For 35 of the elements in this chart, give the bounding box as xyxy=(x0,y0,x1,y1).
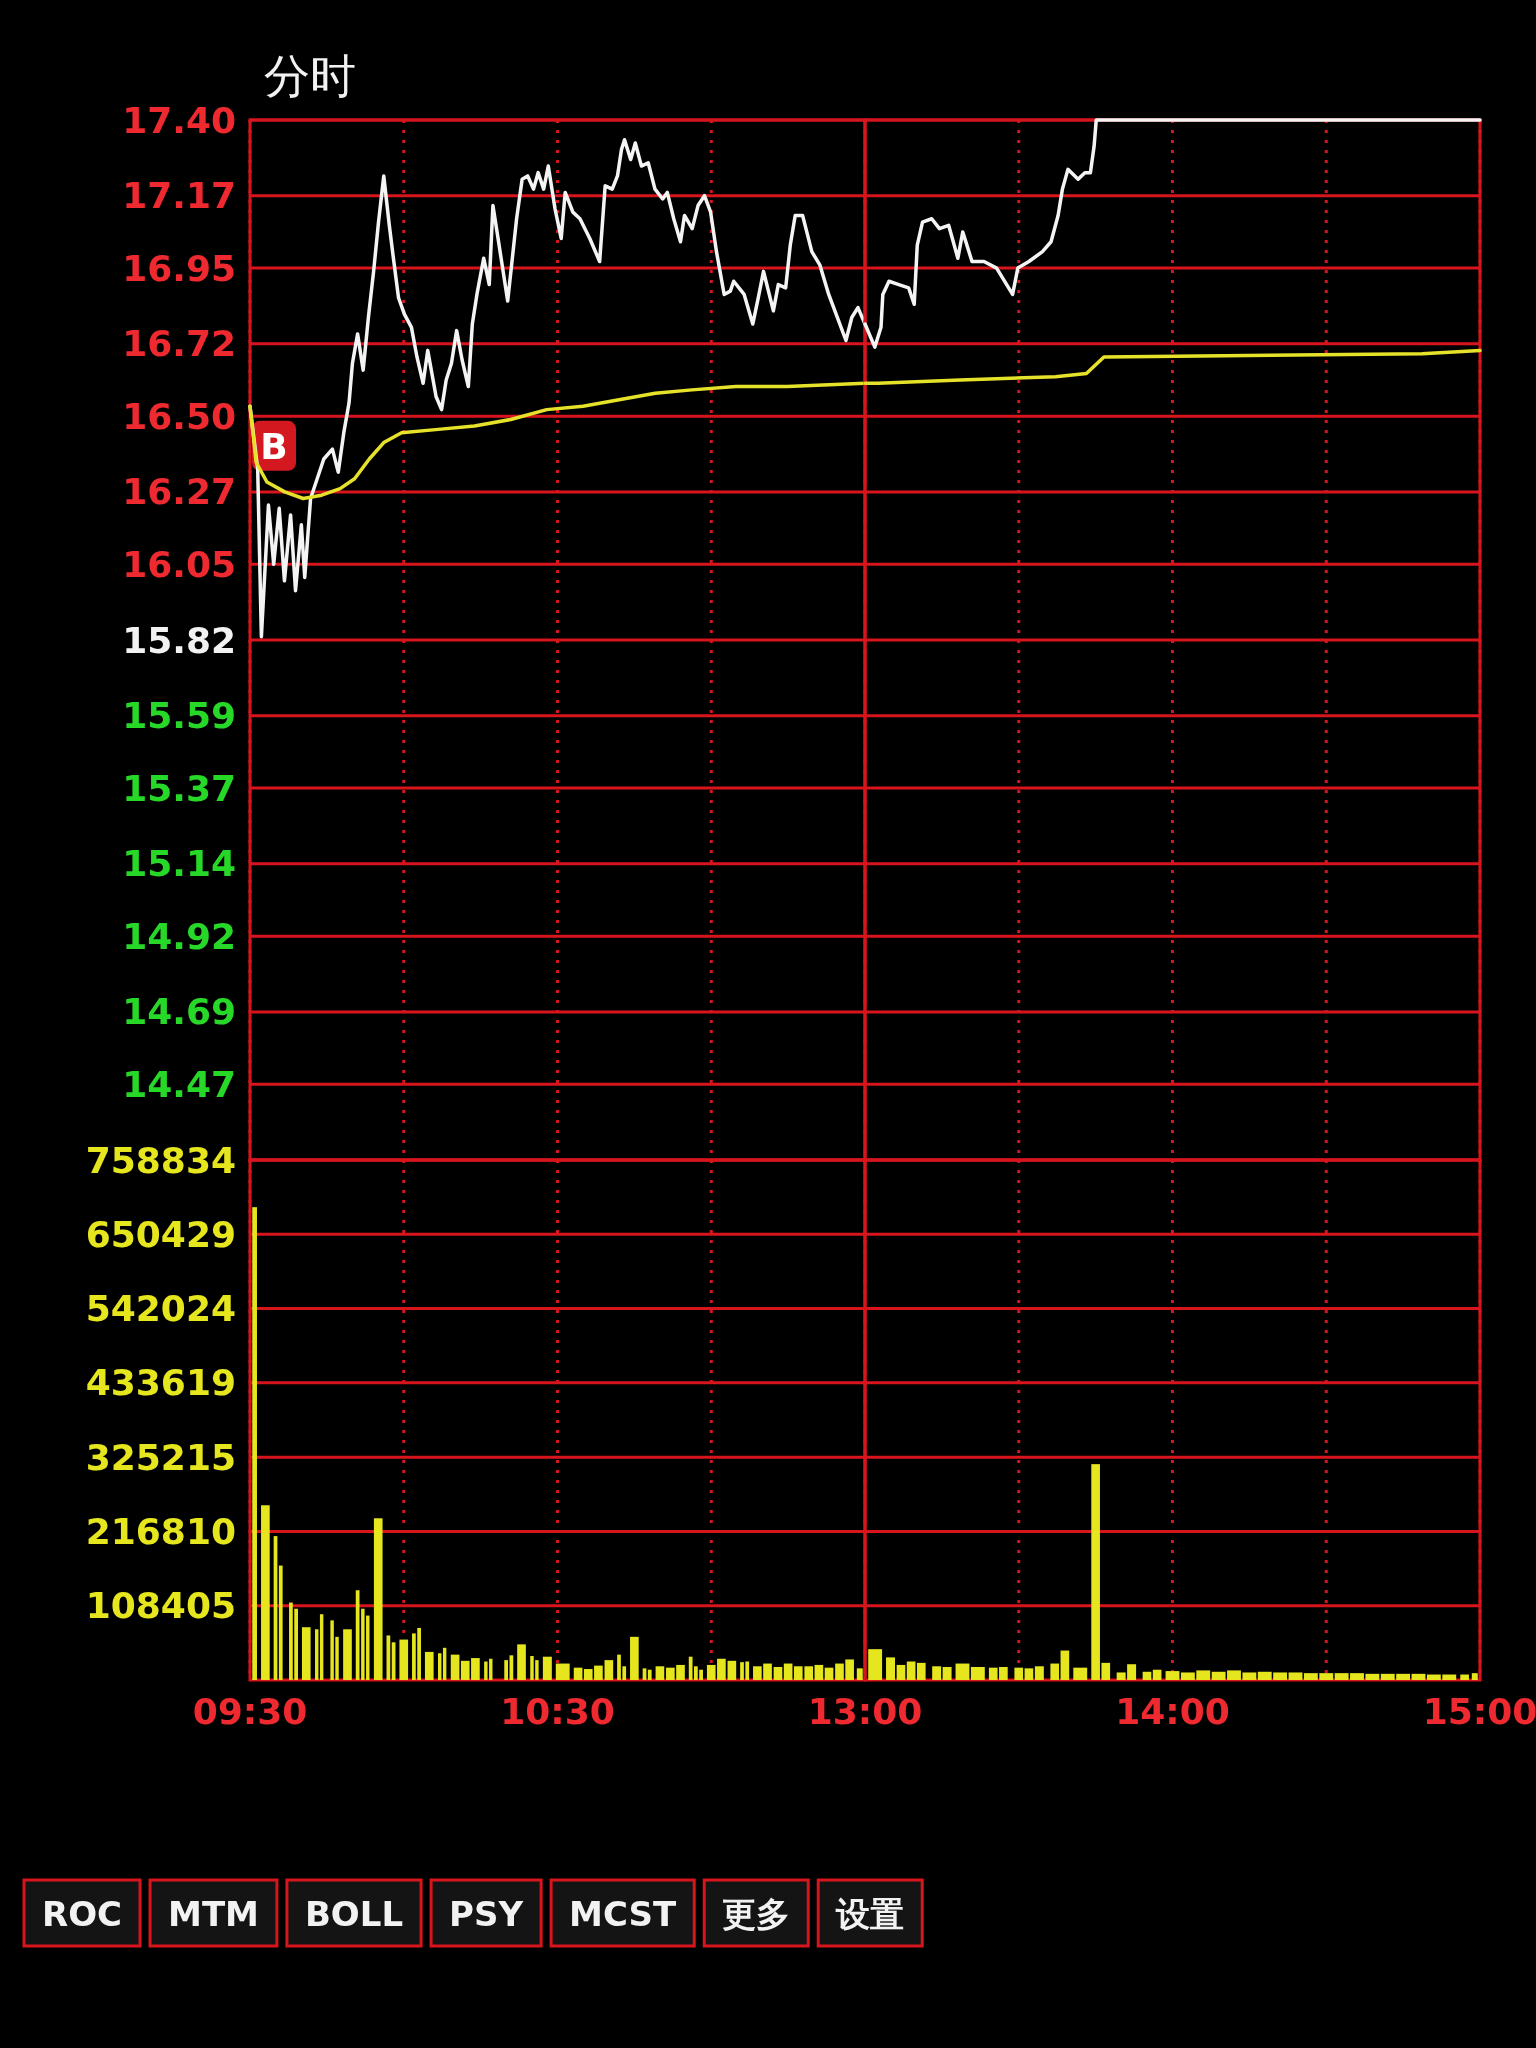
y-tick-label: 216810 xyxy=(85,1510,236,1552)
y-tick-label: 433619 xyxy=(85,1362,236,1404)
text: MCST xyxy=(569,1894,678,1934)
y-tick-label: 16.05 xyxy=(122,543,236,585)
x-tick-label: 15:00 xyxy=(1422,1691,1536,1732)
chart-title: 分时 xyxy=(264,49,356,103)
text: 设置 xyxy=(835,1894,905,1934)
y-tick-label: 15.14 xyxy=(122,843,236,885)
y-tick-label: 650429 xyxy=(85,1213,236,1255)
y-tick-label: 16.95 xyxy=(122,247,236,289)
y-tick-label: 15.59 xyxy=(122,695,236,737)
y-tick-label: 108405 xyxy=(85,1585,236,1627)
x-tick-label: 13:00 xyxy=(807,1691,923,1732)
text: BOLL xyxy=(304,1894,404,1934)
annotation: B xyxy=(260,426,288,468)
text: ROC xyxy=(42,1894,123,1934)
x-tick-label: 10:30 xyxy=(500,1691,615,1732)
x-tick-label: 09:30 xyxy=(192,1691,308,1732)
y-tick-label: 16.72 xyxy=(122,323,236,365)
y-tick-label: 14.92 xyxy=(122,915,236,957)
y-tick-label: 14.47 xyxy=(122,1063,236,1105)
text: 更多 xyxy=(722,1894,791,1934)
y-tick-label: 16.50 xyxy=(122,395,236,437)
text: MTM xyxy=(168,1894,259,1934)
y-tick-label: 17.17 xyxy=(122,175,236,217)
y-tick-label: 16.27 xyxy=(122,471,236,513)
y-tick-label: 758834 xyxy=(85,1139,236,1181)
text: PSY xyxy=(449,1894,524,1934)
y-tick-label: 14.69 xyxy=(122,991,236,1033)
x-tick-label: 14:00 xyxy=(1115,1691,1230,1732)
y-tick-label: 17.40 xyxy=(122,99,236,141)
y-tick-label: 15.37 xyxy=(122,767,236,809)
y-tick-label: 15.82 xyxy=(122,619,236,661)
y-tick-label: 542024 xyxy=(85,1288,236,1330)
y-tick-label: 325215 xyxy=(85,1436,236,1478)
